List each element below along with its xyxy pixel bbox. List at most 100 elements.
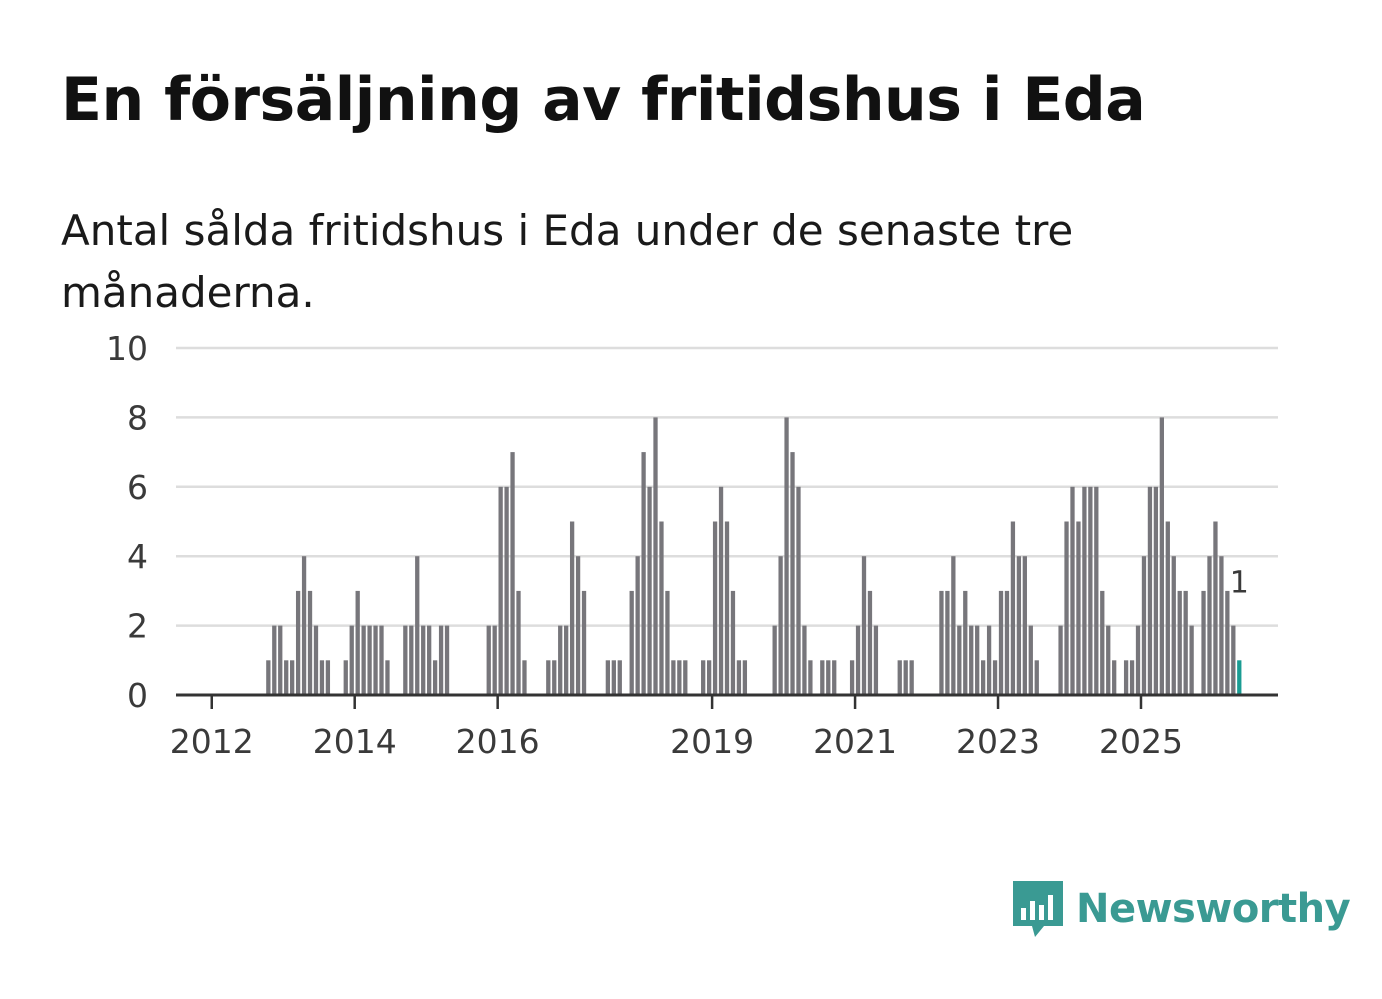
bar bbox=[581, 590, 587, 695]
bar bbox=[903, 660, 908, 695]
bar bbox=[301, 556, 307, 695]
x-tick-label: 2023 bbox=[956, 722, 1040, 761]
bar bbox=[1207, 556, 1212, 695]
bar bbox=[1028, 625, 1033, 695]
bar bbox=[1201, 590, 1206, 695]
bar bbox=[319, 660, 325, 695]
bar bbox=[504, 486, 509, 695]
bar bbox=[427, 625, 432, 695]
bar bbox=[290, 660, 295, 695]
bar bbox=[1231, 625, 1236, 695]
bar bbox=[957, 625, 962, 695]
newsworthy-logo-icon bbox=[1013, 881, 1063, 937]
bar bbox=[796, 486, 801, 695]
bar bbox=[1189, 625, 1194, 695]
bar bbox=[1034, 660, 1039, 695]
bar bbox=[295, 590, 301, 695]
bar bbox=[569, 521, 575, 695]
bars bbox=[266, 417, 1242, 695]
bar bbox=[629, 590, 634, 695]
bar bbox=[969, 625, 974, 695]
bar bbox=[403, 625, 408, 695]
x-tick-label: 2019 bbox=[670, 722, 754, 761]
bar bbox=[611, 660, 616, 695]
bar bbox=[873, 625, 879, 695]
bar bbox=[1177, 590, 1182, 695]
bar bbox=[671, 660, 676, 695]
bar bbox=[1141, 556, 1147, 695]
bar bbox=[665, 590, 670, 695]
bar bbox=[1064, 521, 1069, 695]
bar bbox=[552, 660, 557, 695]
x-tick-label: 2012 bbox=[170, 722, 254, 761]
bar bbox=[998, 590, 1004, 695]
bar bbox=[492, 625, 497, 695]
bar bbox=[730, 590, 736, 695]
bar bbox=[808, 660, 813, 695]
bar bbox=[1010, 521, 1016, 695]
bar bbox=[355, 590, 360, 695]
bar bbox=[909, 660, 914, 695]
bar bbox=[522, 660, 527, 695]
bar bbox=[855, 625, 861, 695]
bar bbox=[701, 660, 706, 695]
newsworthy-logo[interactable]: Newsworthy bbox=[1010, 878, 1351, 940]
bar bbox=[486, 625, 491, 695]
bar bbox=[367, 625, 372, 695]
bar bbox=[706, 660, 712, 695]
bar bbox=[325, 660, 331, 695]
bar bbox=[575, 556, 581, 695]
bar-chart: 0 2 4 6 8 10 2012 2014 2016 2019 2021 2023 2025 1 bbox=[106, 329, 1278, 761]
chart-subtitle: Antal sålda fritidshus i Eda under de se… bbox=[61, 206, 1074, 317]
bar bbox=[635, 556, 640, 695]
bar bbox=[647, 486, 652, 695]
bar bbox=[409, 625, 414, 695]
y-tick-label: 8 bbox=[127, 398, 148, 437]
annotation: 1 bbox=[1227, 563, 1252, 604]
x-tick-label: 2016 bbox=[456, 722, 540, 761]
bar bbox=[992, 660, 998, 695]
bar bbox=[1112, 660, 1117, 695]
bar bbox=[1159, 417, 1164, 695]
bar bbox=[712, 521, 718, 695]
bar bbox=[1088, 486, 1093, 695]
y-tick-label: 4 bbox=[127, 537, 148, 576]
bar bbox=[1076, 521, 1081, 695]
bar bbox=[373, 625, 378, 695]
bar-latest bbox=[1237, 660, 1242, 695]
annotation-label: 1 bbox=[1230, 566, 1249, 601]
bar bbox=[1153, 486, 1159, 695]
bar bbox=[1165, 521, 1170, 695]
bar bbox=[981, 660, 986, 695]
bar bbox=[510, 452, 515, 695]
bar bbox=[498, 486, 503, 695]
y-tick-label: 10 bbox=[106, 329, 148, 368]
bar bbox=[963, 590, 968, 695]
bar bbox=[1135, 625, 1141, 695]
bar bbox=[438, 625, 444, 695]
bar bbox=[790, 452, 795, 695]
bar bbox=[742, 660, 748, 695]
bar bbox=[558, 625, 563, 695]
bar bbox=[266, 660, 271, 695]
bar bbox=[1106, 625, 1111, 695]
bar bbox=[778, 556, 783, 695]
bar bbox=[975, 625, 980, 695]
bar bbox=[349, 625, 354, 695]
bar bbox=[820, 660, 825, 695]
bar bbox=[784, 417, 789, 695]
bar bbox=[516, 590, 521, 695]
bar bbox=[659, 521, 664, 695]
bar bbox=[1094, 486, 1099, 695]
bar bbox=[1147, 486, 1153, 695]
bar bbox=[849, 660, 855, 695]
bar bbox=[724, 521, 730, 695]
bar bbox=[1225, 590, 1230, 695]
bar bbox=[986, 625, 992, 695]
bar bbox=[415, 556, 420, 695]
brand-name: Newsworthy bbox=[1076, 886, 1351, 932]
bar bbox=[718, 486, 724, 695]
x-axis: 2012 2014 2016 2019 2021 2023 2025 bbox=[170, 695, 1183, 761]
bar bbox=[867, 590, 873, 695]
bar bbox=[1183, 590, 1188, 695]
